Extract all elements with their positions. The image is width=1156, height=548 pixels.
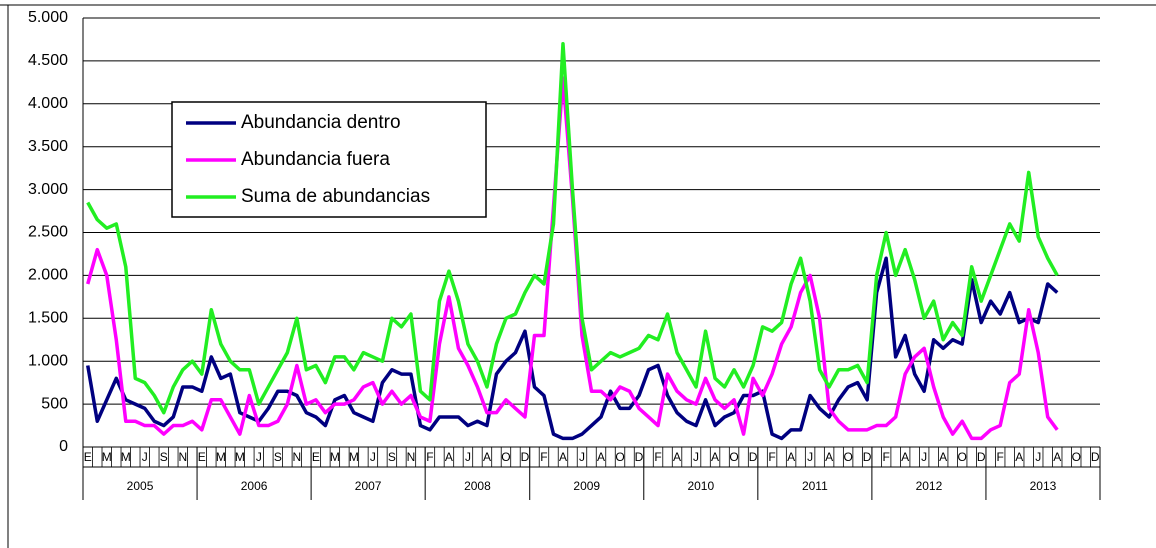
y-tick-label: 2.500 (28, 224, 68, 241)
x-tick-label: J (256, 450, 262, 464)
year-label: 2006 (241, 479, 268, 493)
x-tick-label: A (711, 450, 719, 464)
x-tick-label: A (825, 450, 833, 464)
x-tick-label: F (426, 450, 433, 464)
x-tick-label: A (787, 450, 795, 464)
x-tick-label: J (1035, 450, 1041, 464)
x-tick-label: J (370, 450, 376, 464)
x-tick-label: J (693, 450, 699, 464)
x-tick-label: O (729, 450, 738, 464)
legend-label: Abundancia fuera (241, 149, 390, 170)
x-tick-label: D (977, 450, 986, 464)
x-tick-label: A (901, 450, 909, 464)
x-tick-label: O (1072, 450, 1081, 464)
y-tick-label: 0 (59, 438, 68, 455)
year-label: 2013 (1030, 479, 1057, 493)
x-tick-label: J (465, 450, 471, 464)
y-tick-label: 3.000 (28, 181, 68, 198)
x-tick-label: D (749, 450, 758, 464)
x-tick-label: D (635, 450, 644, 464)
x-tick-label: F (540, 450, 547, 464)
x-tick-label: M (235, 450, 245, 464)
y-tick-label: 5.000 (28, 9, 68, 26)
y-tick-label: 2.000 (28, 267, 68, 284)
x-tick-label: F (997, 450, 1004, 464)
x-tick-label: S (388, 450, 396, 464)
x-tick-label: M (349, 450, 359, 464)
x-tick-label: N (407, 450, 416, 464)
x-tick-label: O (843, 450, 852, 464)
x-tick-label: A (597, 450, 605, 464)
year-label: 2008 (464, 479, 491, 493)
series-line (86, 256, 1059, 441)
x-tick-label: S (160, 450, 168, 464)
year-label: 2012 (916, 479, 943, 493)
legend-entries: Abundancia dentro Abundancia fuera Suma de… (186, 112, 430, 207)
y-tick-label: 3.500 (28, 138, 68, 155)
x-tick-label: O (615, 450, 624, 464)
x-tick-label: F (768, 450, 775, 464)
x-tick-label: J (921, 450, 927, 464)
x-tick-label: E (198, 450, 206, 464)
x-tick-label: J (579, 450, 585, 464)
x-tick-label: E (312, 450, 320, 464)
lines (86, 41, 1059, 441)
x-tick-label: E (84, 450, 92, 464)
x-tick-label: A (445, 450, 453, 464)
x-tick-label: M (216, 450, 226, 464)
y-tick-label: 1.000 (28, 352, 68, 369)
x-tick-label: A (939, 450, 947, 464)
x-tick-label: A (673, 450, 681, 464)
legend-label: Suma de abundancias (241, 186, 430, 207)
x-tick-label: D (863, 450, 872, 464)
year-label: 2009 (573, 479, 600, 493)
x-tick-label: A (483, 450, 491, 464)
x-tick-label: M (121, 450, 131, 464)
x-tick-label: O (501, 450, 510, 464)
x-tick-label: D (521, 450, 530, 464)
y-tick-label: 1.500 (28, 310, 68, 327)
year-label: 2005 (127, 479, 154, 493)
x-tick-label: S (274, 450, 282, 464)
y-tick-label: 4.000 (28, 95, 68, 112)
series-line (86, 41, 1059, 415)
x-tick-label: M (330, 450, 340, 464)
year-label: 2011 (802, 479, 828, 493)
x-tick-label: N (178, 450, 187, 464)
axis: 0 500 1.000 1.500 2.000 2.500 3.000 3.500 4.000 4… (28, 9, 1101, 500)
x-tick-label: J (142, 450, 148, 464)
x-tick-label: O (958, 450, 967, 464)
x-tick-label: D (1091, 450, 1100, 464)
x-tick-label: M (102, 450, 112, 464)
year-label: 2010 (687, 479, 714, 493)
x-tick-label: F (882, 450, 889, 464)
x-tick-label: J (807, 450, 813, 464)
y-tick-label: 500 (41, 395, 68, 412)
x-tick-label: N (293, 450, 302, 464)
x-tick-label: F (654, 450, 661, 464)
legend-label: Abundancia dentro (241, 112, 401, 133)
year-label: 2007 (355, 479, 382, 493)
x-tick-label: A (559, 450, 567, 464)
y-tick-label: 4.500 (28, 52, 68, 69)
x-tick-label: A (1053, 450, 1061, 464)
x-tick-label: A (1015, 450, 1023, 464)
